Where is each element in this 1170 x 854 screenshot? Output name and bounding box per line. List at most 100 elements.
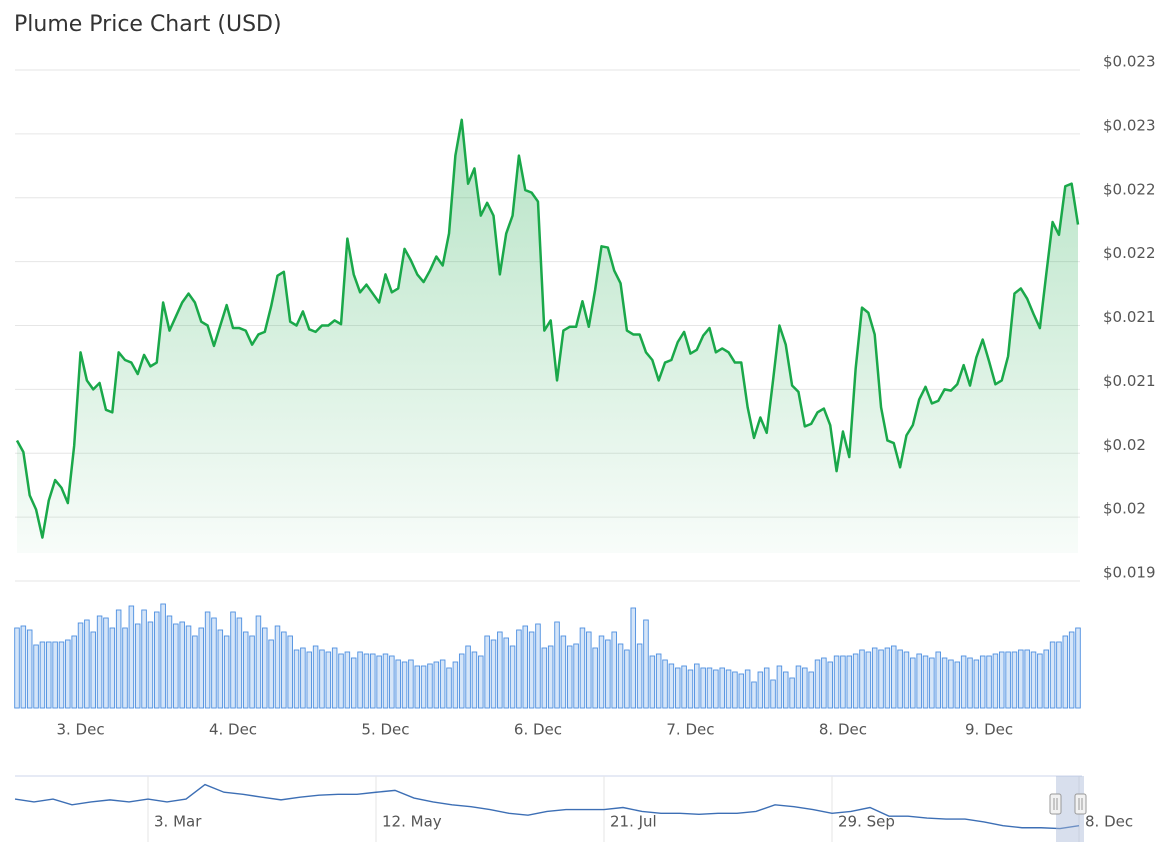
volume-bar — [655, 653, 662, 709]
volume-bar — [458, 653, 465, 709]
y-tick-label: $0.02 — [1103, 500, 1146, 518]
y-tick-label: $0.022 — [1103, 180, 1156, 198]
volume-bar — [630, 607, 637, 709]
volume-bar — [331, 647, 338, 709]
volume-bar — [871, 647, 878, 709]
navigator-tick-label: 29. Sep — [838, 813, 895, 831]
volume-bar — [1018, 649, 1024, 709]
volume-bar — [90, 631, 96, 709]
volume-bar — [700, 667, 706, 709]
volume-bar — [344, 651, 351, 709]
volume-bar — [141, 609, 147, 709]
volume-bar — [1030, 651, 1037, 709]
x-tick-label: 9. Dec — [965, 721, 1013, 739]
volume-bar — [935, 651, 941, 709]
volume-bar — [1056, 641, 1062, 709]
volume-bar — [687, 669, 694, 709]
volume-bar — [865, 651, 872, 709]
navigator-handle[interactable] — [1049, 793, 1062, 815]
volume-bar — [782, 671, 789, 709]
volume-bar — [484, 635, 490, 709]
volume-bar — [744, 669, 751, 709]
volume-bar — [223, 635, 230, 709]
volume-bar — [255, 615, 262, 709]
volume-bar — [522, 625, 529, 709]
x-tick-label: 8. Dec — [819, 721, 867, 739]
volume-bar — [986, 655, 992, 709]
volume-bar — [39, 641, 46, 709]
area-fill — [17, 119, 1078, 553]
volume-bar — [560, 635, 567, 709]
volume-bar — [370, 653, 376, 709]
volume-bar — [198, 627, 204, 709]
x-tick-label: 5. Dec — [361, 721, 409, 739]
volume-bar — [751, 681, 757, 709]
volume-bar — [52, 641, 58, 709]
volume-bar — [147, 621, 154, 709]
volume-bar — [154, 611, 160, 709]
volume-bar — [528, 631, 535, 709]
volume-bar — [509, 645, 516, 709]
volume-bar — [624, 649, 630, 709]
volume-bar — [420, 665, 427, 709]
volume-bar — [65, 639, 71, 709]
volume-bar — [71, 635, 77, 709]
volume-bar — [96, 615, 103, 709]
volume-bar — [973, 659, 980, 709]
volume-bar — [465, 645, 471, 709]
volume-bar — [287, 635, 293, 709]
volume-bar — [262, 627, 268, 709]
volume-bar — [662, 659, 668, 709]
navigator-tick-label: 8. Dec — [1085, 813, 1133, 831]
x-tick-label: 6. Dec — [514, 721, 562, 739]
x-tick-label: 3. Dec — [56, 721, 104, 739]
volume-bar — [1043, 649, 1049, 709]
x-tick-label: 7. Dec — [666, 721, 714, 739]
volume-bar — [77, 622, 84, 709]
volume-bar — [20, 625, 27, 709]
volume-bar — [401, 661, 408, 709]
volume-bar — [598, 635, 605, 709]
volume-bar — [694, 663, 700, 709]
volume-bar — [611, 631, 617, 709]
volume-bar — [274, 625, 281, 709]
volume-bar — [884, 647, 891, 709]
volume-bar — [579, 627, 586, 709]
volume-bar — [1005, 651, 1011, 709]
volume-bar — [503, 637, 509, 709]
volume-bar — [910, 657, 916, 709]
volume-bar — [293, 649, 300, 709]
price-line — [15, 118, 1080, 539]
volume-bar — [732, 671, 738, 709]
volume-bar — [357, 651, 363, 709]
volume-bar — [408, 659, 414, 709]
x-tick-label: 4. Dec — [209, 721, 257, 739]
volume-bar — [230, 611, 236, 709]
volume-bar — [1011, 651, 1018, 709]
volume-bar — [179, 621, 185, 709]
volume-bar — [814, 659, 821, 709]
volume-bar — [878, 649, 884, 709]
volume-bar — [859, 649, 865, 709]
volume-bar — [268, 639, 274, 709]
y-tick-label: $0.021 — [1103, 372, 1156, 390]
volume-bar — [979, 655, 986, 709]
volume-bar — [992, 653, 999, 709]
volume-bar — [643, 619, 649, 709]
volume-bar — [586, 631, 592, 709]
volume-bar — [605, 639, 611, 709]
navigator-handle[interactable] — [1074, 793, 1087, 815]
volume-bar — [490, 639, 497, 709]
y-tick-label: $0.021 — [1103, 308, 1156, 326]
volume-bar — [58, 641, 65, 709]
volume-bar — [249, 635, 255, 709]
volume-bar — [649, 655, 656, 709]
volume-bar — [1075, 627, 1081, 709]
volume-bar — [668, 663, 675, 709]
volume-bar — [134, 623, 141, 709]
volume-bar — [312, 645, 319, 709]
volume-bar — [192, 635, 198, 709]
y-tick-label: $0.019 — [1103, 564, 1156, 582]
volume-bar — [674, 667, 681, 709]
